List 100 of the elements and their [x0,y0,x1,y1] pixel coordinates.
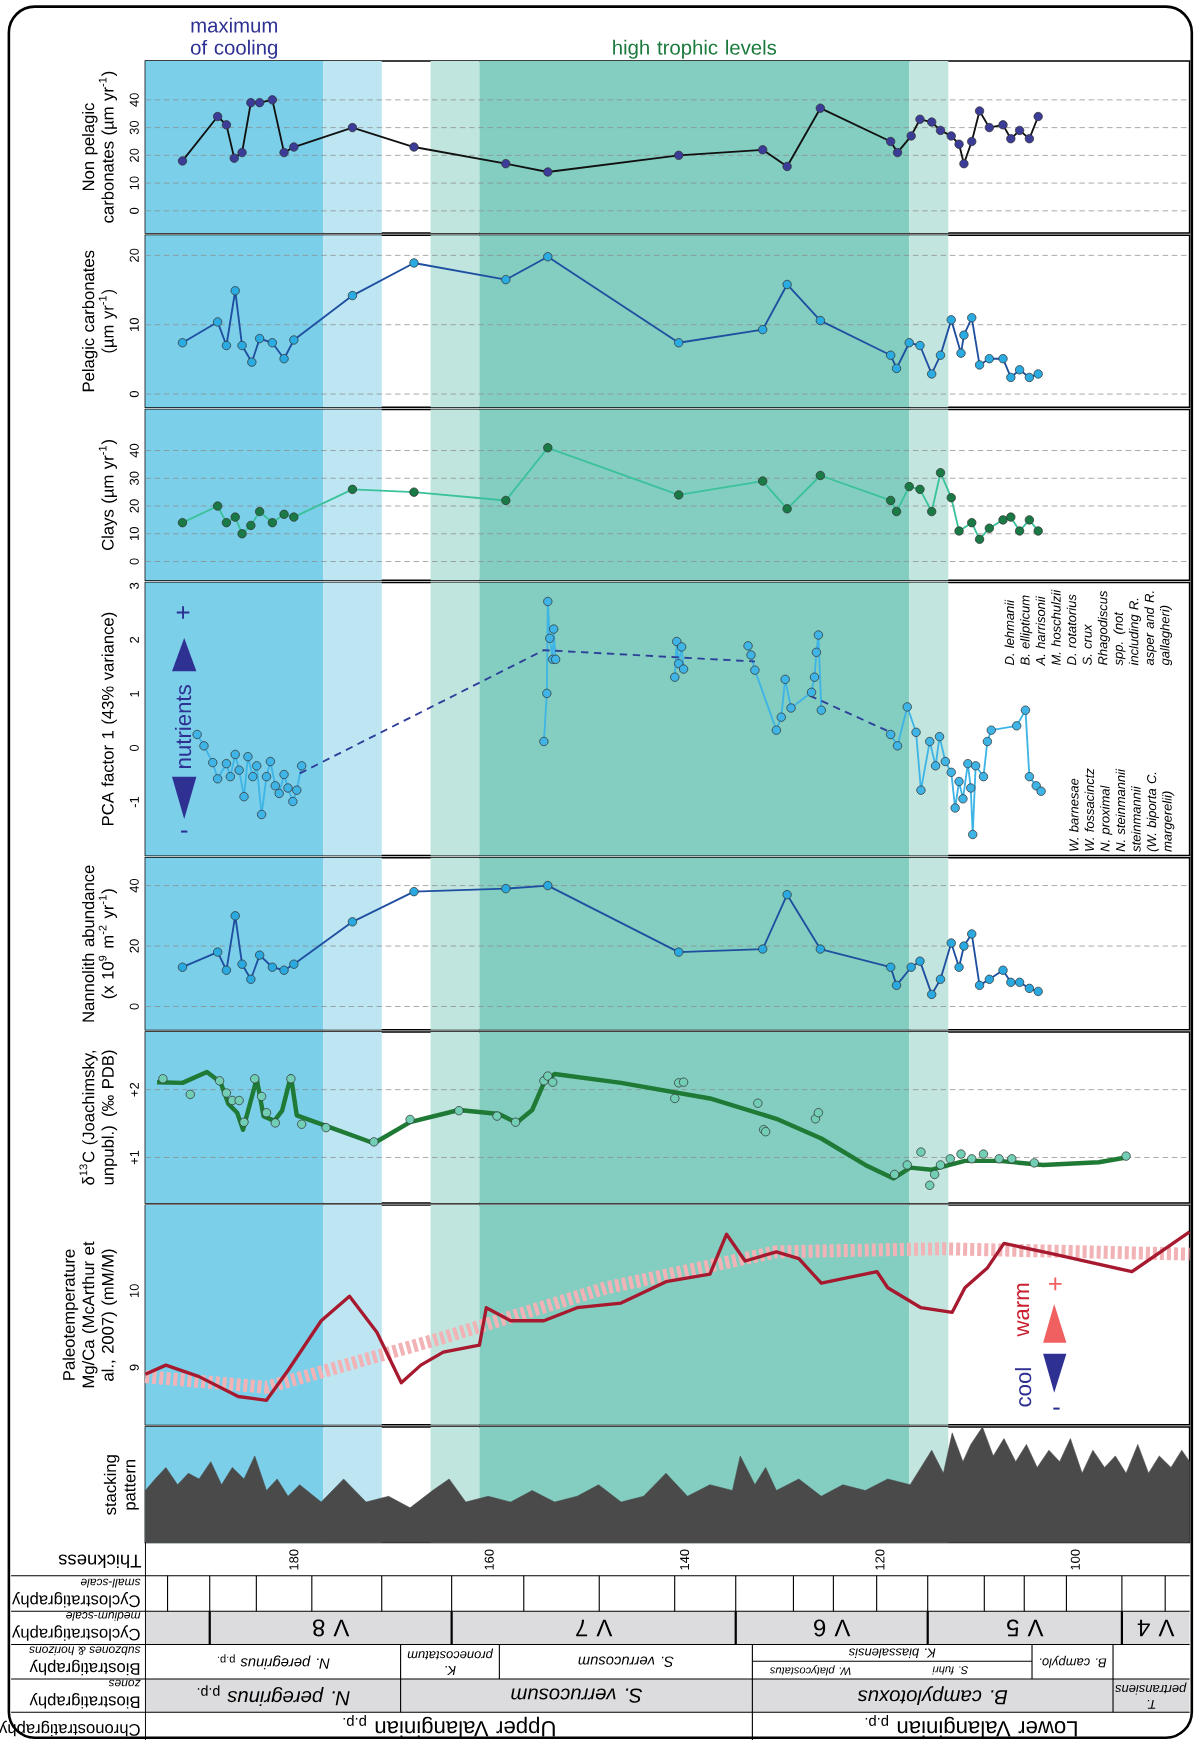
point [543,252,553,262]
point [782,161,792,172]
point [959,330,969,340]
point [906,131,916,141]
point [543,443,553,453]
point [954,962,964,972]
point [246,98,256,108]
annotation: W. barnesae [1068,778,1079,851]
point [1033,111,1043,122]
point [966,518,977,528]
point [289,142,299,152]
point [1024,372,1034,383]
text: Upper Valanginian $_{p.p.}$ [343,1714,555,1738]
annotation: N. steinmannii steinmannii [1115,768,1141,852]
point [974,534,985,544]
point [267,338,277,348]
text: S. verrucosum [511,1688,642,1703]
point [177,338,187,348]
point [229,153,239,163]
point [1006,134,1016,144]
point [543,167,553,177]
y-tick-label: 10 [129,176,139,190]
point [885,962,896,972]
point [946,131,956,141]
point [892,147,902,158]
point [998,120,1008,130]
y-tick-label: 10 [129,1284,139,1298]
text: W. platycostatus [769,1665,851,1676]
point [782,279,792,290]
point [1024,134,1034,144]
point [994,1154,1004,1164]
point [267,518,277,528]
text: K. pronecostatum [407,1648,493,1675]
point [926,989,937,1000]
annotation: + [1048,1277,1062,1291]
annotation: D. rotatorius [1066,594,1077,666]
point [1024,515,1034,525]
point [409,487,419,497]
point [929,1169,940,1180]
text: N. peregrinus $_{p.p.}$ [217,1654,330,1670]
point [815,944,825,954]
point [978,1149,988,1159]
text: B. campylo. [1039,1655,1107,1668]
point [891,363,901,374]
text: subzones & horizons [29,1646,141,1656]
y-tick-label: -1 [129,796,139,808]
point [946,938,956,948]
annotation: warm [1016,1283,1030,1337]
annotation: W. fossacinctz [1084,768,1094,851]
point [510,1117,521,1127]
text: V 6 [813,1619,851,1637]
point [321,1123,331,1133]
text: V 8 [312,1619,350,1637]
point [289,512,299,522]
point [966,313,977,323]
point [543,880,553,891]
point [501,159,511,169]
y-tick-label: 3 [129,582,139,589]
point [673,338,684,348]
annotation: - [180,830,188,833]
point [246,974,256,984]
point [543,1071,553,1081]
point [984,974,994,984]
point [926,369,937,379]
y-axis-title: Clays (µm yr$^{-1}$) [98,439,117,551]
point [409,887,419,897]
point [254,506,265,517]
y-tick-label: 40 [129,878,139,893]
point [946,493,956,503]
annotation: M. hoschulzii [1051,589,1061,666]
point [1006,372,1016,383]
point [547,1077,558,1087]
annotation: S. crux [1082,624,1092,666]
y-tick-label: 40 [129,443,139,458]
point [279,509,289,519]
point [221,518,231,528]
point [1007,1154,1017,1164]
point [954,139,964,149]
point [891,980,901,990]
text: Cyclostratigraphy [11,1625,140,1641]
text: Biostratigraphy [29,1659,140,1676]
point [885,350,896,360]
point [915,956,925,966]
annotation: Rhagodiscus spp. (not including R. asper and R. gallagheri) [1097,590,1172,666]
point [289,959,299,969]
point [279,354,289,364]
point [221,965,231,975]
y-tick-label: 1 [129,690,139,697]
point [813,1108,823,1118]
point [347,917,357,927]
point [246,520,256,531]
point [296,1119,307,1129]
point [945,1154,955,1164]
point [237,147,247,158]
point [885,495,896,506]
point [974,980,985,990]
point [935,125,945,136]
point [673,490,684,500]
y-tick-label: 20 [129,499,139,513]
point [212,111,223,122]
